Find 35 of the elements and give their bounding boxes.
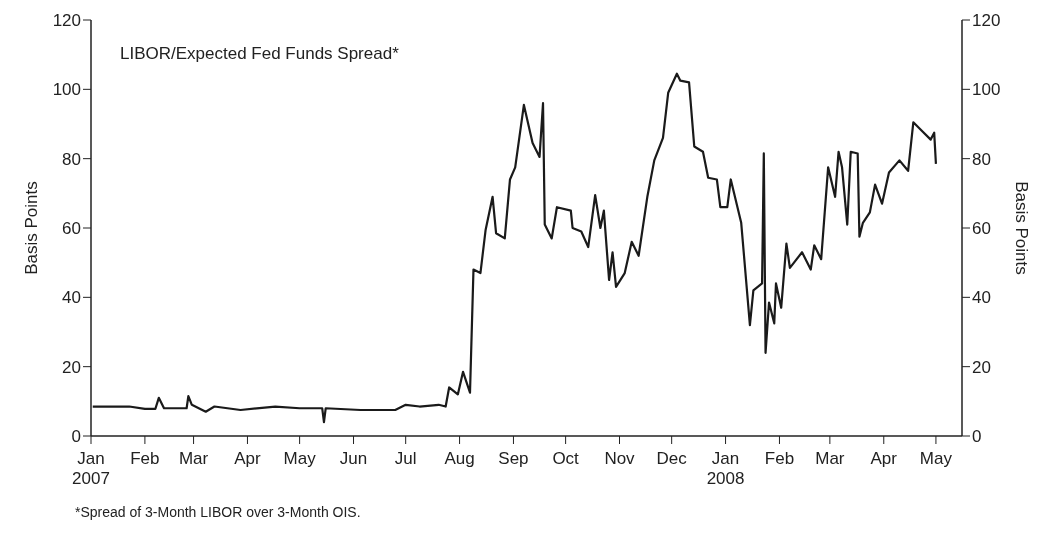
x-tick-label: Apr [870,449,898,468]
y-tick-label: 80 [62,149,81,169]
x-tick-label: Jun [339,449,368,468]
x-tick-label: Nov [604,449,636,468]
x-tick-label: Feb [130,449,160,468]
y2-tick-label: 40 [972,288,991,308]
y-tick-label: 100 [52,80,81,100]
y2-axis-title: Basis Points [1011,181,1031,275]
x-tick-label: Jul [394,449,417,468]
y2-tick-label: 20 [972,357,991,377]
y-tick-label: 20 [62,357,81,377]
x-tick-label: Jan 2008 [706,449,745,488]
y-tick-label: 0 [71,427,81,447]
x-tick-label: Dec [656,449,688,468]
x-tick-label: Aug [444,449,475,468]
text: *Spread of 3-Month LIBOR over 3-Month OIS. [75,503,361,522]
y2-tick-label: 60 [972,219,991,239]
y-tick-label: 40 [62,288,81,308]
text: LIBOR/Expected Fed Funds Spread* [120,44,399,64]
x-tick-label: Apr [234,449,262,468]
y2-tick-label: 0 [972,427,982,447]
x-tick-label: Mar [815,449,845,468]
y2-tick-label: 120 [972,11,1001,31]
x-tick-label: Sep [498,449,529,468]
x-tick-label: May [919,449,953,468]
x-tick-label: Oct [552,449,580,468]
y-tick-label: 120 [52,11,81,31]
y-tick-label: 60 [62,219,81,239]
x-tick-label: Jan 2007 [72,449,110,488]
x-tick-label: May [283,449,317,468]
x-tick-label: Mar [178,449,209,468]
y2-tick-label: 80 [972,149,991,169]
y2-tick-label: 100 [972,80,1001,100]
y-axis-title: Basis Points [22,181,42,275]
x-tick-label: Feb [764,449,795,468]
